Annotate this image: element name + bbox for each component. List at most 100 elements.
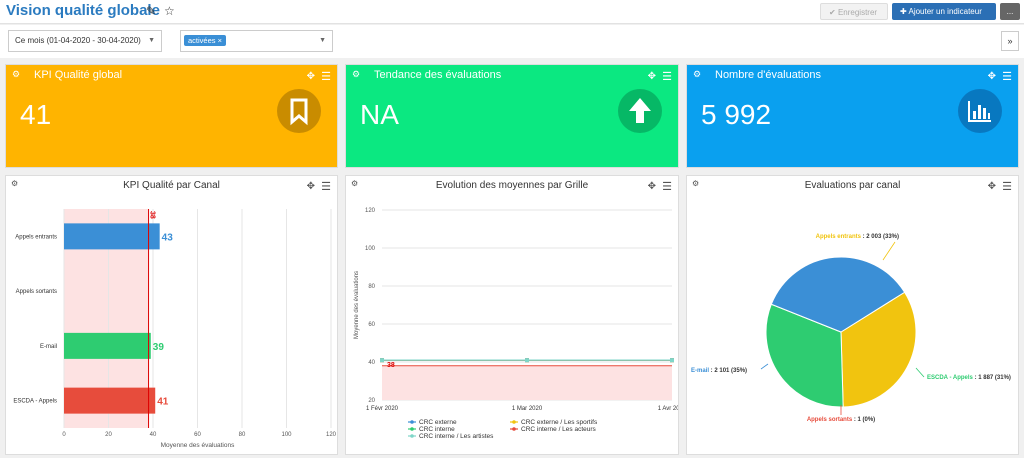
slice-name: ESCDA - Appels bbox=[927, 375, 974, 381]
menu-icon[interactable]: ☰ bbox=[321, 181, 331, 193]
pie-slice bbox=[765, 303, 844, 408]
line-chart: 20 40 60 80 100 120 38 1 Févr 2020 1 Mar 2020 1 A… bbox=[354, 208, 678, 440]
x-tick-label: 0 bbox=[62, 432, 66, 438]
gear-icon[interactable]: ⚙ bbox=[11, 179, 19, 188]
slice-label: Appels entrants : 2 003 (33%) bbox=[816, 234, 899, 240]
slice-name: Appels entrants bbox=[816, 234, 862, 240]
bookmark-icon bbox=[277, 89, 321, 133]
slice-label: E-mail : 2 101 (35%) bbox=[691, 368, 747, 374]
bar bbox=[64, 332, 151, 359]
status-tag: activées × bbox=[184, 35, 226, 46]
move-icon[interactable]: ✥ bbox=[306, 71, 315, 82]
bar bbox=[64, 223, 160, 250]
panel-title: KPI Qualité par Canal bbox=[123, 180, 220, 191]
menu-icon[interactable]: ☰ bbox=[662, 71, 672, 83]
legend-label: CRC interne / Les artistes bbox=[419, 433, 494, 440]
category-label: Appels entrants bbox=[15, 234, 57, 240]
edit-icon[interactable]: ✎ bbox=[146, 4, 157, 18]
y-tick-label: 100 bbox=[365, 246, 376, 252]
y-tick-label: 60 bbox=[368, 322, 375, 328]
x-tick-label: 1 Mar 2020 bbox=[512, 406, 543, 412]
threshold-label: 38 bbox=[149, 211, 156, 219]
move-icon[interactable]: ✥ bbox=[647, 71, 656, 82]
gear-icon[interactable]: ⚙ bbox=[692, 179, 700, 188]
threshold-band bbox=[382, 365, 672, 400]
arrow-up-icon bbox=[618, 89, 662, 133]
legend-marker bbox=[410, 420, 414, 424]
filter-bar: Ce mois (01-04-2020 - 30-04-2020) ▼ acti… bbox=[0, 25, 1024, 58]
label-connector bbox=[882, 241, 896, 261]
period-select[interactable]: Ce mois (01-04-2020 - 30-04-2020) ▼ bbox=[8, 30, 162, 52]
menu-icon[interactable]: ☰ bbox=[662, 181, 672, 193]
move-icon[interactable]: ✥ bbox=[987, 71, 996, 82]
x-tick-label: 80 bbox=[239, 432, 246, 438]
panel-title: Evolution des moyennes par Grille bbox=[435, 180, 589, 191]
x-tick-label: 100 bbox=[281, 432, 292, 438]
legend-marker bbox=[512, 427, 516, 431]
bar bbox=[64, 387, 156, 414]
bar-chart-icon bbox=[958, 89, 1002, 133]
gear-icon[interactable]: ⚙ bbox=[12, 69, 21, 79]
kpi-label: Nombre d'évaluations bbox=[715, 69, 822, 81]
data-label: 41 bbox=[157, 397, 169, 408]
x-axis-label: Moyenne des évaluations bbox=[161, 442, 235, 449]
legend-label: CRC externe / Les sportifs bbox=[521, 419, 598, 426]
move-icon[interactable]: ✥ bbox=[987, 181, 996, 192]
panel-evolution: ⚙ Evolution des moyennes par Grille ✥ ☰ … bbox=[345, 175, 679, 455]
x-tick-label: 1 Févr 2020 bbox=[366, 406, 399, 412]
y-axis-label: Moyenne des évaluations bbox=[354, 271, 360, 339]
menu-icon[interactable]: ☰ bbox=[321, 71, 331, 83]
data-label: 43 bbox=[162, 232, 174, 243]
y-tick-label: 20 bbox=[368, 398, 375, 404]
category-label: ESCDA - Appels bbox=[13, 399, 57, 405]
add-indicator-button[interactable]: ✚ Ajouter un indicateur bbox=[892, 3, 996, 20]
slice-value: : 2 003 (33%) bbox=[861, 234, 899, 240]
menu-icon[interactable]: ☰ bbox=[1002, 181, 1012, 193]
panel-canal: ⚙ KPI Qualité par Canal ✥ ☰ 0 20 40 60 80 100… bbox=[5, 175, 338, 455]
gear-icon[interactable]: ⚙ bbox=[351, 179, 359, 188]
status-select[interactable]: activées × ▼ bbox=[180, 30, 333, 52]
period-value: Ce mois (01-04-2020 - 30-04-2020) bbox=[15, 36, 141, 45]
slice-value: : 1 (0%) bbox=[852, 417, 875, 423]
category-label: E-mail bbox=[40, 344, 57, 350]
move-icon[interactable]: ✥ bbox=[647, 181, 656, 192]
gear-icon[interactable]: ⚙ bbox=[352, 69, 361, 79]
chevron-down-icon: ▼ bbox=[319, 37, 326, 44]
x-tick-label: 20 bbox=[105, 432, 112, 438]
save-label: Enregistrer bbox=[837, 8, 878, 17]
top-bar: Vision qualité globale ✎ ☆ ✔ Enregistrer… bbox=[0, 0, 1024, 24]
panel-pie: ⚙ Evaluations par canal ✥ ☰ Appels entra… bbox=[686, 175, 1019, 455]
x-tick-label: 1 Avr 2020 bbox=[658, 406, 678, 412]
x-tick-label: 120 bbox=[326, 432, 337, 438]
kpi-card-trend: ⚙ Tendance des évaluations ✥ ☰ NA bbox=[345, 64, 679, 168]
pie-slice bbox=[770, 256, 906, 333]
legend-label: CRC interne bbox=[419, 426, 455, 433]
y-tick-label: 120 bbox=[365, 208, 376, 214]
kpi-label: Tendance des évaluations bbox=[374, 69, 502, 81]
page-title: Vision qualité globale bbox=[6, 2, 160, 19]
tag-remove-icon[interactable]: × bbox=[217, 36, 222, 45]
bar-chart: 0 20 40 60 80 100 120 Appels entrants 43 Appels s… bbox=[13, 209, 337, 449]
slice-name: Appels sortants bbox=[807, 417, 853, 423]
slice-name: E-mail bbox=[691, 368, 709, 374]
kpi-value: 5 992 bbox=[701, 99, 772, 130]
more-button[interactable]: ... bbox=[1000, 3, 1020, 20]
kpi-value: 41 bbox=[20, 99, 52, 130]
collapse-button[interactable]: » bbox=[1001, 31, 1019, 51]
move-icon[interactable]: ✥ bbox=[306, 181, 315, 192]
save-button[interactable]: ✔ Enregistrer bbox=[820, 3, 888, 20]
kpi-value: NA bbox=[360, 99, 399, 130]
pie-chart: Appels entrants : 2 003 (33%) ESCDA - App… bbox=[691, 234, 1011, 423]
add-label: Ajouter un indicateur bbox=[908, 7, 982, 16]
kpi-card-count: ⚙ Nombre d'évaluations ✥ ☰ 5 992 bbox=[686, 64, 1019, 168]
legend-marker bbox=[512, 420, 516, 424]
y-tick-label: 80 bbox=[368, 284, 375, 290]
slice-label: ESCDA - Appels : 1 887 (31%) bbox=[927, 375, 1011, 381]
panel-title: Evaluations par canal bbox=[804, 180, 901, 191]
kpi-label: KPI Qualité global bbox=[34, 69, 123, 81]
threshold-label: 38 bbox=[387, 362, 395, 369]
gear-icon[interactable]: ⚙ bbox=[693, 69, 702, 79]
menu-icon[interactable]: ☰ bbox=[1002, 71, 1012, 83]
star-icon[interactable]: ☆ bbox=[164, 4, 175, 18]
kpi-card-global: ⚙ KPI Qualité global ✥ ☰ 41 bbox=[5, 64, 338, 168]
